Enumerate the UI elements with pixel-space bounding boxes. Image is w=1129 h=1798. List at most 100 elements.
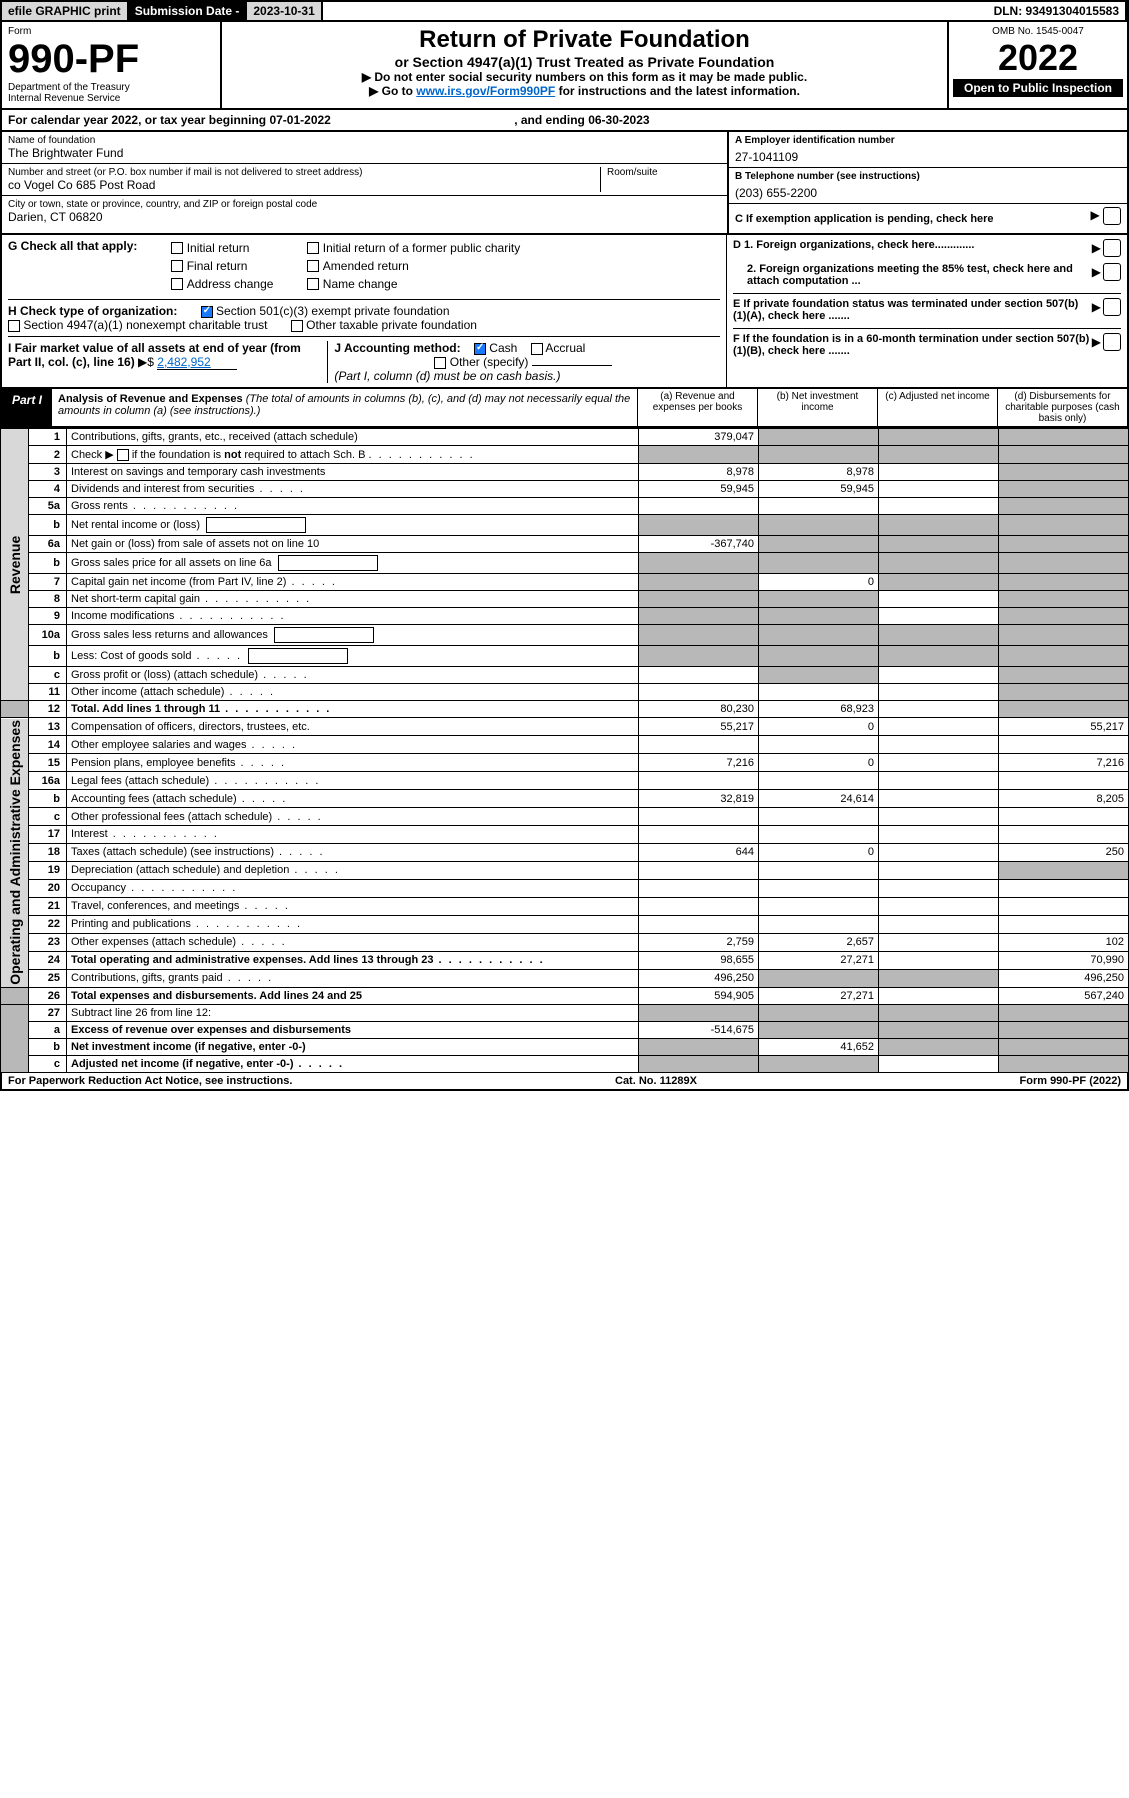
gh-row: G Check all that apply: Initial return F…	[0, 235, 1129, 389]
final-return-checkbox[interactable]	[171, 260, 183, 272]
line-no: 3	[29, 464, 67, 481]
line-no: 20	[29, 879, 67, 897]
cell-a: 8,978	[639, 464, 759, 481]
name-change-label: Name change	[323, 277, 398, 291]
col-a-header: (a) Revenue and expenses per books	[637, 389, 757, 426]
initial-former-checkbox[interactable]	[307, 242, 319, 254]
4947-checkbox[interactable]	[8, 320, 20, 332]
submission-date-value: 2023-10-31	[247, 2, 322, 20]
efile-print-button[interactable]: efile GRAPHIC print	[2, 2, 129, 20]
line-no: 2	[29, 446, 67, 464]
cell-a: 7,216	[639, 754, 759, 772]
sch-b-checkbox[interactable]	[117, 449, 129, 461]
j-section: J Accounting method: Cash Accrual Other …	[328, 341, 720, 383]
line-no: c	[29, 667, 67, 684]
d2-checkbox[interactable]	[1103, 263, 1121, 281]
line-desc: Less: Cost of goods sold	[67, 646, 639, 667]
city-value: Darien, CT 06820	[8, 210, 721, 224]
line-no: 24	[29, 951, 67, 969]
other-taxable-label: Other taxable private foundation	[306, 318, 477, 332]
line-desc: Accounting fees (attach schedule)	[67, 790, 639, 808]
other-method-checkbox[interactable]	[434, 357, 446, 369]
cell-d	[999, 429, 1129, 446]
submission-date-label: Submission Date -	[129, 2, 248, 20]
table-row: b Less: Cost of goods sold	[1, 646, 1129, 667]
table-row: 20 Occupancy	[1, 879, 1129, 897]
line-desc: Capital gain net income (from Part IV, l…	[67, 574, 639, 591]
j-label: J Accounting method:	[334, 341, 460, 355]
expenses-side-label: Operating and Administrative Expenses	[1, 718, 29, 988]
gh-right: D 1. Foreign organizations, check here..…	[727, 235, 1127, 387]
amended-return-checkbox[interactable]	[307, 260, 319, 272]
table-row: 2 Check ▶ if the foundation is not requi…	[1, 446, 1129, 464]
calendar-year-row: For calendar year 2022, or tax year begi…	[0, 110, 1129, 132]
phone-label: B Telephone number (see instructions)	[735, 171, 1121, 182]
header-center: Return of Private Foundation or Section …	[222, 22, 947, 108]
c-checkbox[interactable]	[1103, 207, 1121, 225]
name-change-checkbox[interactable]	[307, 278, 319, 290]
g-label: G Check all that apply:	[8, 239, 137, 253]
line-desc: Interest	[67, 826, 639, 844]
line-no: 12	[29, 701, 67, 718]
part1-title: Analysis of Revenue and Expenses	[58, 393, 246, 405]
cell-d: 250	[999, 843, 1129, 861]
revenue-side-label: Revenue	[1, 429, 29, 701]
table-row: 19 Depreciation (attach schedule) and de…	[1, 861, 1129, 879]
line-desc: Pension plans, employee benefits	[67, 754, 639, 772]
cell-a: -367,740	[639, 536, 759, 553]
part1-label: Part I	[2, 389, 52, 426]
instruction-2: ▶ Go to www.irs.gov/Form990PF for instru…	[226, 84, 943, 98]
cell-a: 80,230	[639, 701, 759, 718]
cell-d: 567,240	[999, 987, 1129, 1004]
d1-checkbox[interactable]	[1103, 239, 1121, 257]
line-desc: Other employee salaries and wages	[67, 736, 639, 754]
line-desc: Check ▶ if the foundation is not require…	[67, 446, 639, 464]
cell-b: 0	[759, 843, 879, 861]
form-title: Return of Private Foundation	[226, 26, 943, 54]
form-header: Form 990-PF Department of the Treasury I…	[0, 22, 1129, 110]
initial-return-checkbox[interactable]	[171, 242, 183, 254]
line-no: 11	[29, 684, 67, 701]
line-no: 8	[29, 591, 67, 608]
accrual-checkbox[interactable]	[531, 343, 543, 355]
d2-row: 2. Foreign organizations meeting the 85%…	[747, 263, 1121, 287]
h-label: H Check type of organization:	[8, 304, 177, 318]
address-change-checkbox[interactable]	[171, 278, 183, 290]
cal-year-end: 06-30-2023	[588, 113, 649, 127]
c-exemption-row: C If exemption application is pending, c…	[729, 204, 1127, 233]
line-no: 26	[29, 987, 67, 1004]
e-checkbox[interactable]	[1103, 298, 1121, 316]
table-row: 15 Pension plans, employee benefits 7,21…	[1, 754, 1129, 772]
line-no: b	[29, 790, 67, 808]
cell-b: 41,652	[759, 1038, 879, 1055]
cat-number: Cat. No. 11289X	[615, 1075, 697, 1087]
line-desc: Total expenses and disbursements. Add li…	[67, 987, 639, 1004]
e-row: E If private foundation status was termi…	[733, 293, 1121, 322]
i-value[interactable]: 2,482,952	[157, 355, 237, 370]
line-desc: Contributions, gifts, grants, etc., rece…	[67, 429, 639, 446]
501c3-checkbox[interactable]	[201, 306, 213, 318]
table-row: 21 Travel, conferences, and meetings	[1, 897, 1129, 915]
ein-label: A Employer identification number	[735, 135, 1121, 146]
line-desc: Income modifications	[67, 608, 639, 625]
line-no: b	[29, 553, 67, 574]
line-desc: Excess of revenue over expenses and disb…	[67, 1021, 639, 1038]
i-section: I Fair market value of all assets at end…	[8, 341, 328, 383]
i-label: I Fair market value of all assets at end…	[8, 341, 301, 369]
cell-a: 32,819	[639, 790, 759, 808]
f-checkbox[interactable]	[1103, 333, 1121, 351]
g-col1: Initial return Final return Address chan…	[171, 239, 274, 293]
cell-a: 379,047	[639, 429, 759, 446]
line-no: 13	[29, 718, 67, 736]
line-desc: Printing and publications	[67, 915, 639, 933]
cash-checkbox[interactable]	[474, 343, 486, 355]
cell-d	[999, 464, 1129, 481]
line-no: 4	[29, 481, 67, 498]
cell-b: 0	[759, 574, 879, 591]
dept-treasury: Department of the Treasury	[8, 82, 214, 93]
irs-link[interactable]: www.irs.gov/Form990PF	[416, 84, 555, 98]
table-row: c Adjusted net income (if negative, ente…	[1, 1055, 1129, 1072]
part1-header: Part I Analysis of Revenue and Expenses …	[0, 389, 1129, 428]
other-taxable-checkbox[interactable]	[291, 320, 303, 332]
line-no: 16a	[29, 772, 67, 790]
